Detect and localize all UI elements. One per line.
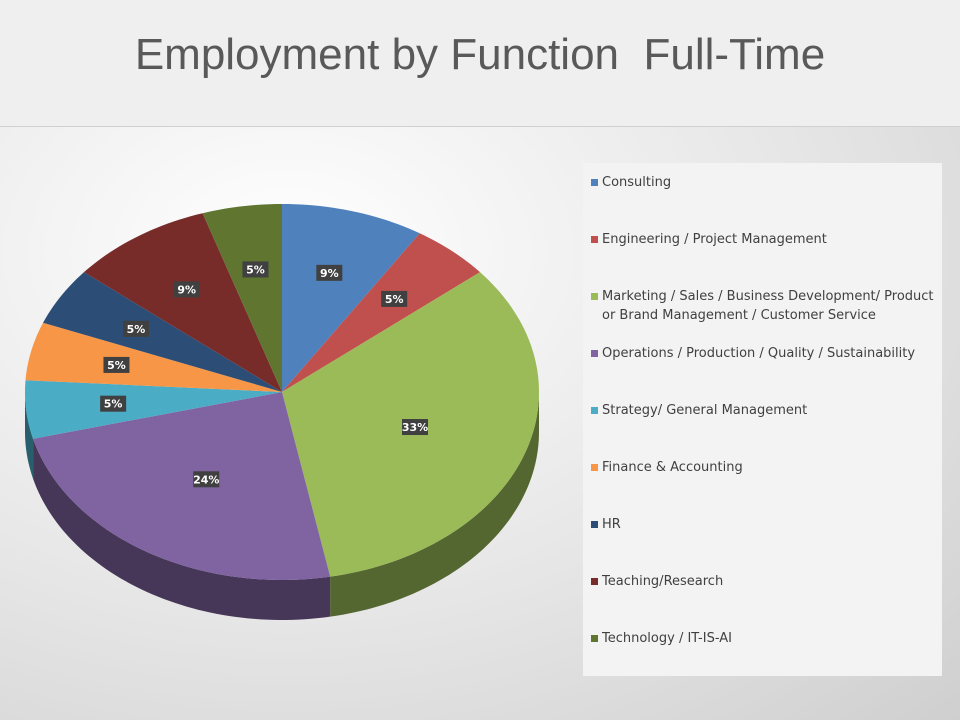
slice xyxy=(43,272,283,392)
data-label: 5% xyxy=(127,323,146,336)
legend-item: Consulting xyxy=(591,173,947,192)
data-label: 5% xyxy=(104,398,123,411)
data-label: 9% xyxy=(177,283,196,296)
legend-label: Engineering / Project Management xyxy=(602,232,827,247)
slice-side xyxy=(330,392,539,617)
slice xyxy=(25,322,282,392)
legend-label: Finance & Accounting xyxy=(602,460,743,475)
legend-swatch xyxy=(591,521,598,528)
legend-label: Strategy/ General Management xyxy=(602,403,808,418)
legend-item: Engineering / Project Management xyxy=(591,230,947,249)
data-label: 33% xyxy=(402,421,428,434)
legend-swatch xyxy=(591,464,598,471)
legend-item: Teaching/Research xyxy=(591,572,947,591)
data-label-box xyxy=(316,264,343,281)
legend-swatch xyxy=(591,179,598,186)
data-label: 24% xyxy=(193,473,219,486)
slice xyxy=(282,233,481,392)
legend-swatch xyxy=(591,236,598,243)
legend-swatch xyxy=(591,293,598,300)
legend-swatch xyxy=(591,407,598,414)
legend-label: Consulting xyxy=(602,175,672,190)
data-label: 5% xyxy=(246,263,265,276)
legend-item: Strategy/ General Management xyxy=(591,401,947,420)
data-label-box xyxy=(100,395,127,412)
legend: Consulting Engineering / Project Manageme… xyxy=(583,163,942,676)
legend-label: Teaching/Research xyxy=(602,574,724,589)
data-label-group: 5% xyxy=(123,320,150,337)
data-label-box xyxy=(123,320,150,337)
legend-swatch xyxy=(591,578,598,585)
legend-label: Technology / IT-IS-AI xyxy=(602,631,732,646)
slice xyxy=(33,392,331,580)
data-label-group: 33% xyxy=(401,419,428,436)
legend-item: Operations / Production / Quality / Sust… xyxy=(591,344,947,363)
data-label-box xyxy=(103,356,130,373)
data-label-box xyxy=(401,419,428,436)
legend-label: HR xyxy=(602,517,621,532)
title-band xyxy=(0,0,960,127)
data-label-group: 24% xyxy=(193,471,220,488)
slice-side xyxy=(33,438,331,620)
data-label-group: 9% xyxy=(316,264,343,281)
data-label-group: 9% xyxy=(173,281,200,298)
data-label-box xyxy=(381,290,408,307)
legend-item: Marketing / Sales / Business Development… xyxy=(591,287,947,325)
data-label: 5% xyxy=(107,359,126,372)
legend-swatch xyxy=(591,635,598,642)
data-label: 5% xyxy=(385,293,404,306)
chart-title: Employment by Function Full-Time xyxy=(134,30,826,79)
data-label-box xyxy=(242,261,269,278)
slice-side xyxy=(25,392,34,479)
legend-item: HR xyxy=(591,515,947,534)
data-label-group: 5% xyxy=(242,261,269,278)
slice xyxy=(282,204,420,392)
slice xyxy=(202,204,282,392)
data-label-group: 5% xyxy=(381,290,408,307)
data-label-box xyxy=(173,281,200,298)
data-label-group: 5% xyxy=(103,356,130,373)
legend-label: Marketing / Sales / Business Development… xyxy=(602,289,934,323)
slice xyxy=(25,380,283,439)
legend-item: Finance & Accounting xyxy=(591,458,947,477)
legend-label: Operations / Production / Quality / Sust… xyxy=(602,346,916,361)
slice xyxy=(83,213,283,392)
legend-swatch xyxy=(591,350,598,357)
data-label-box xyxy=(193,471,220,488)
legend-item: Technology / IT-IS-AI xyxy=(591,629,947,648)
data-label-group: 5% xyxy=(100,395,127,412)
data-label: 9% xyxy=(320,267,339,280)
